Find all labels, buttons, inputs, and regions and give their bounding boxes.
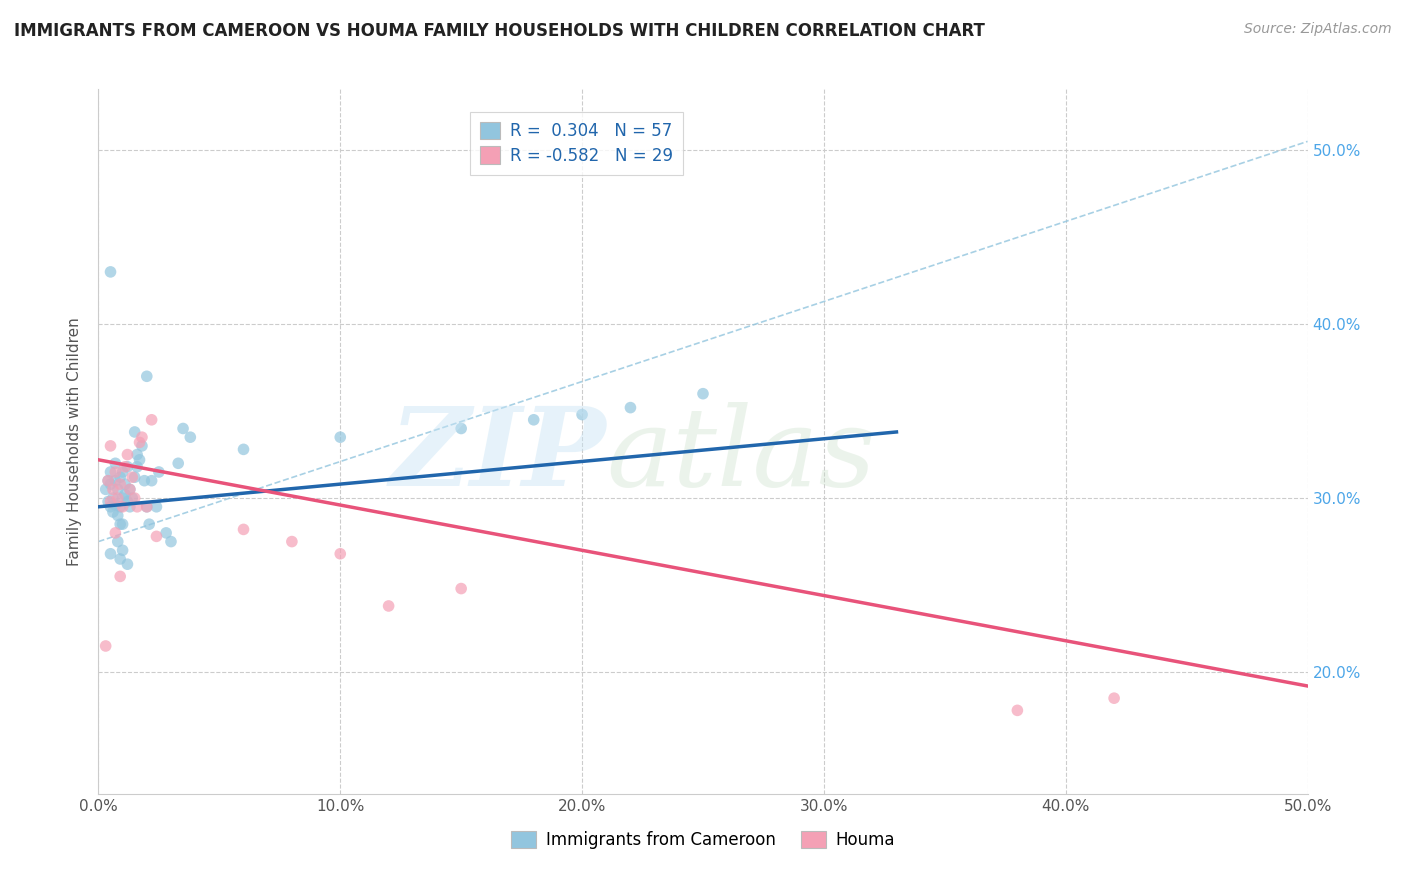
Point xyxy=(100,547,122,561)
Point xyxy=(108,470,131,484)
Point xyxy=(450,421,472,435)
Point xyxy=(107,534,129,549)
Point xyxy=(100,265,122,279)
Point xyxy=(117,448,139,462)
Point xyxy=(232,442,254,457)
Point xyxy=(450,582,472,596)
Point xyxy=(111,543,134,558)
Point xyxy=(128,452,150,467)
Point xyxy=(94,483,117,497)
Point xyxy=(101,491,124,505)
Point xyxy=(377,599,399,613)
Point xyxy=(124,491,146,505)
Text: ZIP: ZIP xyxy=(389,402,606,509)
Text: atlas: atlas xyxy=(606,402,876,509)
Point xyxy=(107,483,129,497)
Point xyxy=(100,494,122,508)
Point xyxy=(108,517,131,532)
Point xyxy=(619,401,641,415)
Point xyxy=(128,435,150,450)
Point xyxy=(135,500,157,514)
Point xyxy=(141,474,163,488)
Point xyxy=(114,487,136,501)
Point xyxy=(145,500,167,514)
Point xyxy=(101,483,124,497)
Point xyxy=(108,477,131,491)
Point xyxy=(172,421,194,435)
Point xyxy=(138,517,160,532)
Point xyxy=(111,500,134,514)
Text: IMMIGRANTS FROM CAMEROON VS HOUMA FAMILY HOUSEHOLDS WITH CHILDREN CORRELATION CH: IMMIGRANTS FROM CAMEROON VS HOUMA FAMILY… xyxy=(14,22,986,40)
Point xyxy=(118,500,141,514)
Point xyxy=(124,470,146,484)
Point xyxy=(523,413,546,427)
Point xyxy=(329,547,352,561)
Point xyxy=(104,474,127,488)
Point xyxy=(117,558,139,572)
Point xyxy=(131,439,153,453)
Point xyxy=(107,491,129,505)
Point xyxy=(108,552,131,566)
Point xyxy=(179,430,201,444)
Point xyxy=(118,483,141,497)
Point xyxy=(121,470,143,484)
Point xyxy=(135,500,157,514)
Point xyxy=(232,523,254,537)
Point xyxy=(692,386,714,401)
Point xyxy=(1102,691,1125,706)
Point xyxy=(167,456,190,470)
Point xyxy=(104,465,127,479)
Point xyxy=(97,474,120,488)
Point xyxy=(114,477,136,491)
Point xyxy=(127,500,149,514)
Point xyxy=(114,459,136,474)
Point xyxy=(108,569,131,583)
Point xyxy=(107,508,129,523)
Point xyxy=(104,498,127,512)
Point xyxy=(118,483,141,497)
Point xyxy=(141,413,163,427)
Point xyxy=(148,465,170,479)
Point xyxy=(117,494,139,508)
Point xyxy=(108,500,131,514)
Point xyxy=(127,448,149,462)
Point xyxy=(111,465,134,479)
Point xyxy=(101,505,124,519)
Point xyxy=(104,456,127,470)
Point xyxy=(145,529,167,543)
Point xyxy=(97,474,120,488)
Point xyxy=(135,369,157,384)
Point xyxy=(127,459,149,474)
Point xyxy=(155,525,177,540)
Point xyxy=(131,430,153,444)
Point xyxy=(100,465,122,479)
Point xyxy=(100,477,122,491)
Point xyxy=(281,534,304,549)
Point xyxy=(104,525,127,540)
Point xyxy=(117,459,139,474)
Point xyxy=(134,474,156,488)
Text: Source: ZipAtlas.com: Source: ZipAtlas.com xyxy=(1244,22,1392,37)
Point xyxy=(1007,703,1029,717)
Point xyxy=(100,500,122,514)
Point xyxy=(124,425,146,439)
Point xyxy=(571,408,593,422)
Point xyxy=(121,491,143,505)
Y-axis label: Family Households with Children: Family Households with Children xyxy=(67,318,83,566)
Point xyxy=(100,439,122,453)
Point xyxy=(94,639,117,653)
Point xyxy=(111,517,134,532)
Point xyxy=(97,494,120,508)
Point xyxy=(160,534,183,549)
Point xyxy=(111,491,134,505)
Legend: Immigrants from Cameroon, Houma: Immigrants from Cameroon, Houma xyxy=(505,824,901,856)
Point xyxy=(329,430,352,444)
